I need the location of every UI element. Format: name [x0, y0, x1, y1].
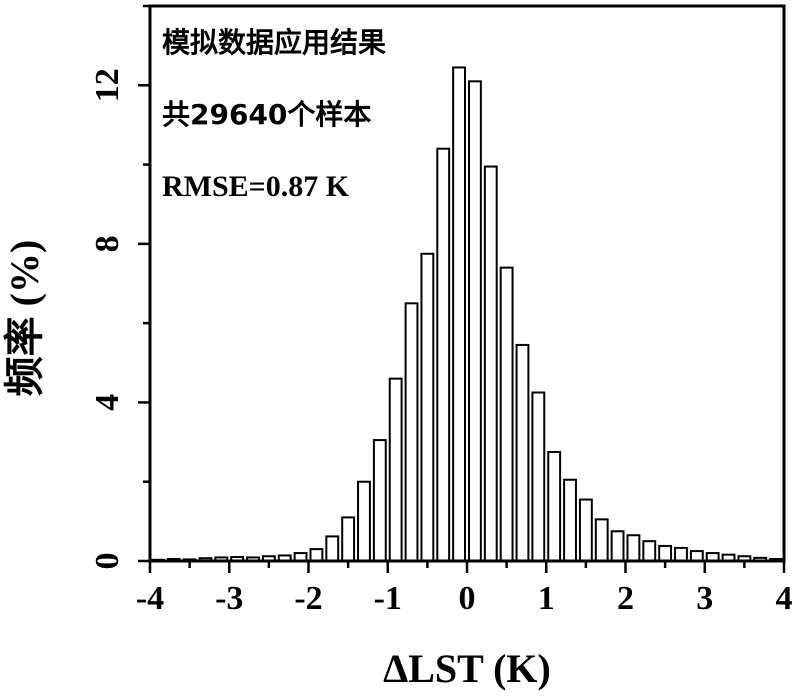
- histogram-bar: [501, 268, 513, 561]
- histogram-bar: [596, 519, 608, 561]
- y-tick-label: 8: [89, 235, 126, 252]
- x-axis-title: ΔLST (K): [383, 646, 551, 691]
- histogram-bar: [406, 303, 418, 561]
- x-tick-label: 4: [776, 580, 793, 617]
- x-tick-label: 0: [459, 580, 476, 617]
- annotation-sample-count: 共29640个样本: [162, 98, 371, 131]
- x-tick-label: -2: [294, 580, 322, 617]
- x-tick-label: 1: [538, 580, 555, 617]
- histogram-bar: [643, 541, 655, 561]
- histogram-bar: [421, 254, 433, 561]
- y-tick-label: 0: [89, 553, 126, 570]
- y-tick-label: 12: [89, 68, 126, 102]
- y-tick-labels: 0 4 8 12: [89, 68, 126, 569]
- x-tick-label: -4: [136, 580, 164, 617]
- y-tick-label: 4: [89, 394, 126, 411]
- histogram-bar: [628, 535, 640, 561]
- annotation-rmse: RMSE=0.87 K: [162, 170, 350, 203]
- x-tick-label: 3: [696, 580, 713, 617]
- y-axis-ticks: [138, 6, 150, 561]
- histogram-bar: [374, 440, 386, 561]
- histogram-bar: [659, 546, 671, 561]
- histogram-bar: [580, 500, 592, 561]
- histogram-bar: [326, 536, 338, 561]
- histogram-bars: [152, 67, 782, 561]
- x-axis-ticks: [150, 561, 784, 573]
- histogram-bar: [342, 517, 354, 561]
- histogram-bar: [390, 379, 402, 561]
- histogram-bar: [548, 452, 560, 561]
- y-axis-title: 频率 (%): [2, 240, 47, 397]
- histogram-bar: [358, 482, 370, 561]
- x-tick-labels: -4 -3 -2 -1 0 1 2 3 4: [136, 580, 793, 617]
- x-tick-label: -3: [215, 580, 243, 617]
- histogram-bar: [485, 167, 497, 561]
- histogram-bar: [612, 531, 624, 561]
- histogram-bar: [517, 345, 529, 561]
- x-tick-label: 2: [617, 580, 634, 617]
- histogram-bar: [532, 393, 544, 561]
- histogram-bar: [437, 149, 449, 561]
- histogram-bar: [675, 548, 687, 561]
- x-tick-label: -1: [374, 580, 402, 617]
- histogram-bar: [453, 67, 465, 561]
- histogram-bar: [564, 480, 576, 561]
- plot-frame: [150, 6, 784, 561]
- histogram-bar: [469, 81, 481, 561]
- histogram-bar: [311, 549, 323, 561]
- annotation-title: 模拟数据应用结果: [162, 26, 386, 59]
